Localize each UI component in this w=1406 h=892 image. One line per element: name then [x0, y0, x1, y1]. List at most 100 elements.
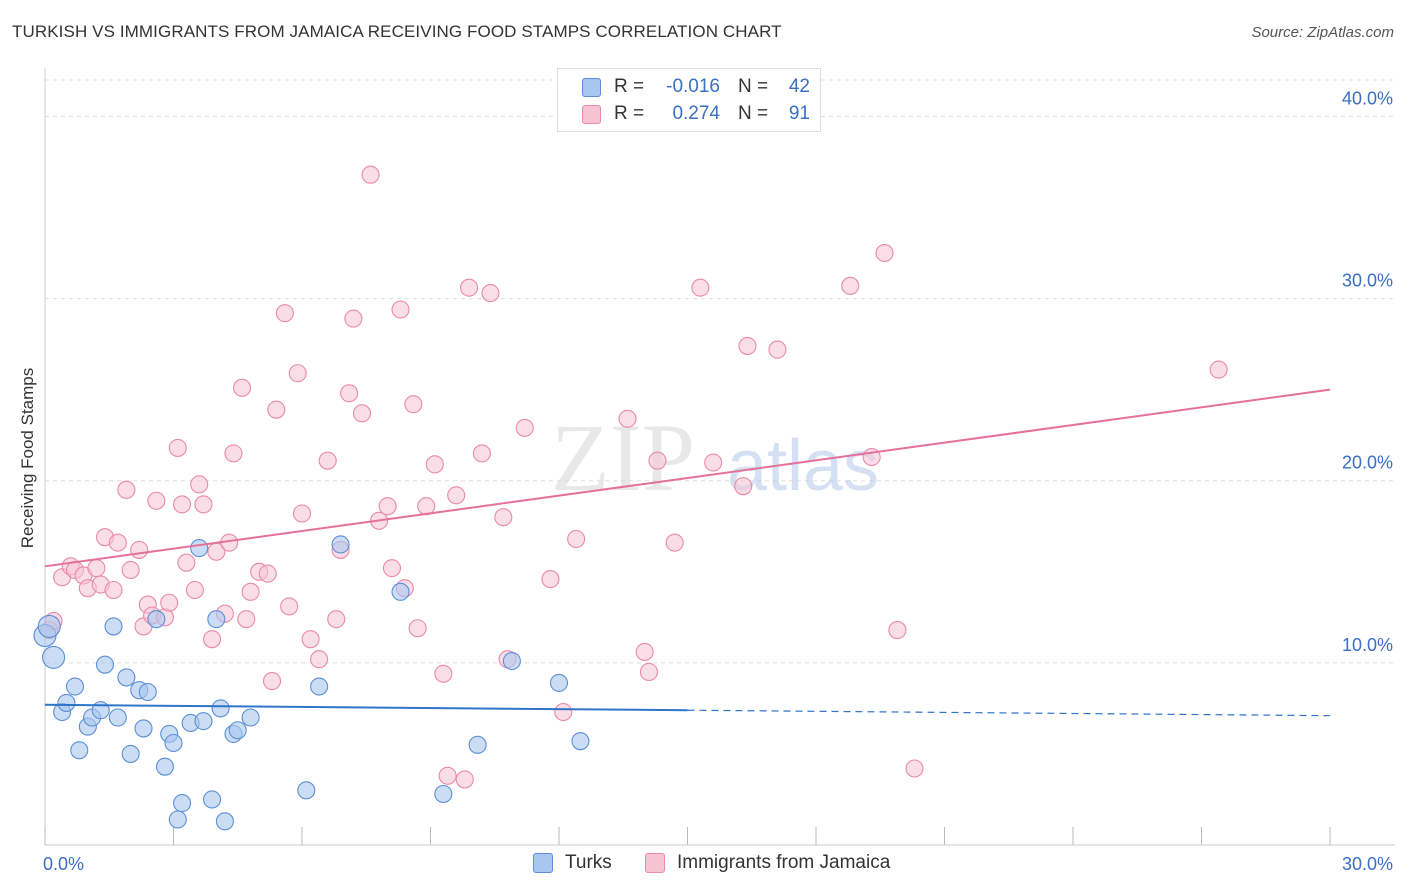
- jamaica-point: [455, 770, 474, 789]
- jamaica-point: [639, 662, 659, 682]
- jamaica-point: [734, 477, 753, 496]
- y-tick-label: 30.0%: [1342, 271, 1393, 291]
- jamaica-point: [288, 364, 307, 383]
- jamaica-point: [318, 451, 337, 470]
- trend-lines: [44, 388, 1331, 717]
- turks-swatch: [582, 77, 601, 97]
- jamaica-point: [691, 278, 710, 297]
- turks-point: [138, 682, 157, 702]
- y-tick-label: 40.0%: [1342, 88, 1393, 108]
- turks-point: [164, 733, 183, 753]
- turks-point: [228, 721, 247, 740]
- turks-point: [215, 812, 234, 831]
- turks-point: [194, 712, 213, 731]
- jamaica-point: [635, 642, 654, 661]
- jamaica-point: [310, 650, 329, 669]
- jamaica-point: [262, 672, 282, 691]
- turks-point: [310, 677, 329, 696]
- legend-item-jamaica[interactable]: Immigrants from Jamaica: [645, 852, 890, 874]
- turks-point: [434, 784, 453, 804]
- jamaica-point: [203, 630, 222, 649]
- jamaica-point: [173, 495, 192, 514]
- turks-point: [95, 655, 115, 674]
- jamaica-point: [327, 610, 346, 629]
- jamaica-point: [267, 400, 286, 419]
- turks-point: [203, 790, 222, 809]
- stats-row-turks: R = -0.016 N = 42: [582, 75, 810, 99]
- turks-point: [331, 535, 350, 554]
- jamaica-point: [232, 378, 252, 397]
- jamaica-point: [438, 766, 457, 785]
- jamaica-point: [280, 597, 299, 616]
- jamaica-swatch: [582, 104, 601, 124]
- jamaica-point: [425, 455, 444, 474]
- y-tick-label: 20.0%: [1342, 453, 1393, 473]
- jamaica-point: [340, 384, 359, 403]
- turks-trend-line: [44, 703, 688, 712]
- turks-point: [211, 699, 230, 718]
- jamaica-point: [404, 395, 423, 414]
- jamaica-point: [447, 486, 466, 505]
- y-tick-label: 10.0%: [1342, 635, 1393, 655]
- jamaica-point: [292, 504, 312, 523]
- tick-labels: 10.0% 20.0% 30.0% 40.0% 0.0% 30.0%: [43, 88, 1393, 874]
- n-label: N =: [738, 103, 769, 124]
- jamaica-point: [391, 300, 410, 319]
- turks-point: [190, 539, 209, 558]
- jamaica-point: [704, 453, 723, 472]
- turks-point: [168, 810, 187, 829]
- axes: [44, 68, 1395, 846]
- turks-point: [65, 677, 85, 696]
- legend-item-turks[interactable]: Turks: [533, 852, 612, 874]
- turks-point: [134, 719, 153, 738]
- jamaica-point: [905, 759, 924, 778]
- r-label: R =: [614, 103, 645, 124]
- jamaica-point: [275, 304, 294, 323]
- x-tick-label: 0.0%: [43, 854, 84, 874]
- r-value: 0.274: [672, 103, 720, 124]
- jamaica-point: [472, 444, 491, 463]
- jamaica-point: [87, 559, 106, 578]
- turks-point: [70, 741, 89, 760]
- jamaica-point: [554, 702, 573, 722]
- jamaica-point: [567, 529, 586, 549]
- jamaica-point: [258, 564, 277, 583]
- jamaica-point: [104, 580, 123, 600]
- series-turks-points: [33, 535, 590, 831]
- jamaica-point: [117, 480, 136, 499]
- jamaica-point: [344, 309, 363, 328]
- turks-point: [155, 757, 174, 776]
- y-axis-label: Receiving Food Stamps: [18, 368, 37, 548]
- jamaica-point: [237, 610, 256, 629]
- turks-point: [42, 645, 66, 669]
- jamaica-point: [618, 409, 637, 428]
- turks-point: [571, 732, 590, 751]
- r-value: -0.016: [666, 76, 720, 97]
- jamaica-point: [241, 582, 260, 601]
- x-tick-label: 30.0%: [1342, 854, 1393, 874]
- jamaica-point: [378, 497, 397, 516]
- jamaica-point: [147, 491, 166, 510]
- jamaica-point: [888, 621, 907, 640]
- legend-label-jamaica: Immigrants from Jamaica: [677, 852, 891, 873]
- stats-legend: R = -0.016 N = 42 R = 0.274 N = 91: [557, 68, 821, 132]
- turks-point: [147, 610, 166, 629]
- jamaica-point: [515, 418, 534, 437]
- turks-point: [37, 614, 61, 638]
- source-label: Source: ZipAtlas.com: [1251, 24, 1394, 41]
- turks-point: [117, 668, 136, 687]
- jamaica-point: [875, 243, 894, 263]
- series-jamaica-points: [40, 165, 1228, 789]
- jamaica-point: [648, 451, 667, 470]
- jamaica-point: [352, 404, 372, 423]
- jamaica-point: [224, 444, 243, 463]
- jamaica-point: [108, 533, 127, 552]
- jamaica-point: [185, 580, 204, 600]
- turks-point: [207, 610, 226, 629]
- jamaica-point: [382, 559, 402, 578]
- turks-point: [104, 617, 123, 636]
- turks-point: [241, 708, 260, 727]
- jamaica-point: [361, 165, 380, 184]
- jamaica-point: [481, 284, 500, 303]
- turks-legend-swatch: [533, 853, 553, 873]
